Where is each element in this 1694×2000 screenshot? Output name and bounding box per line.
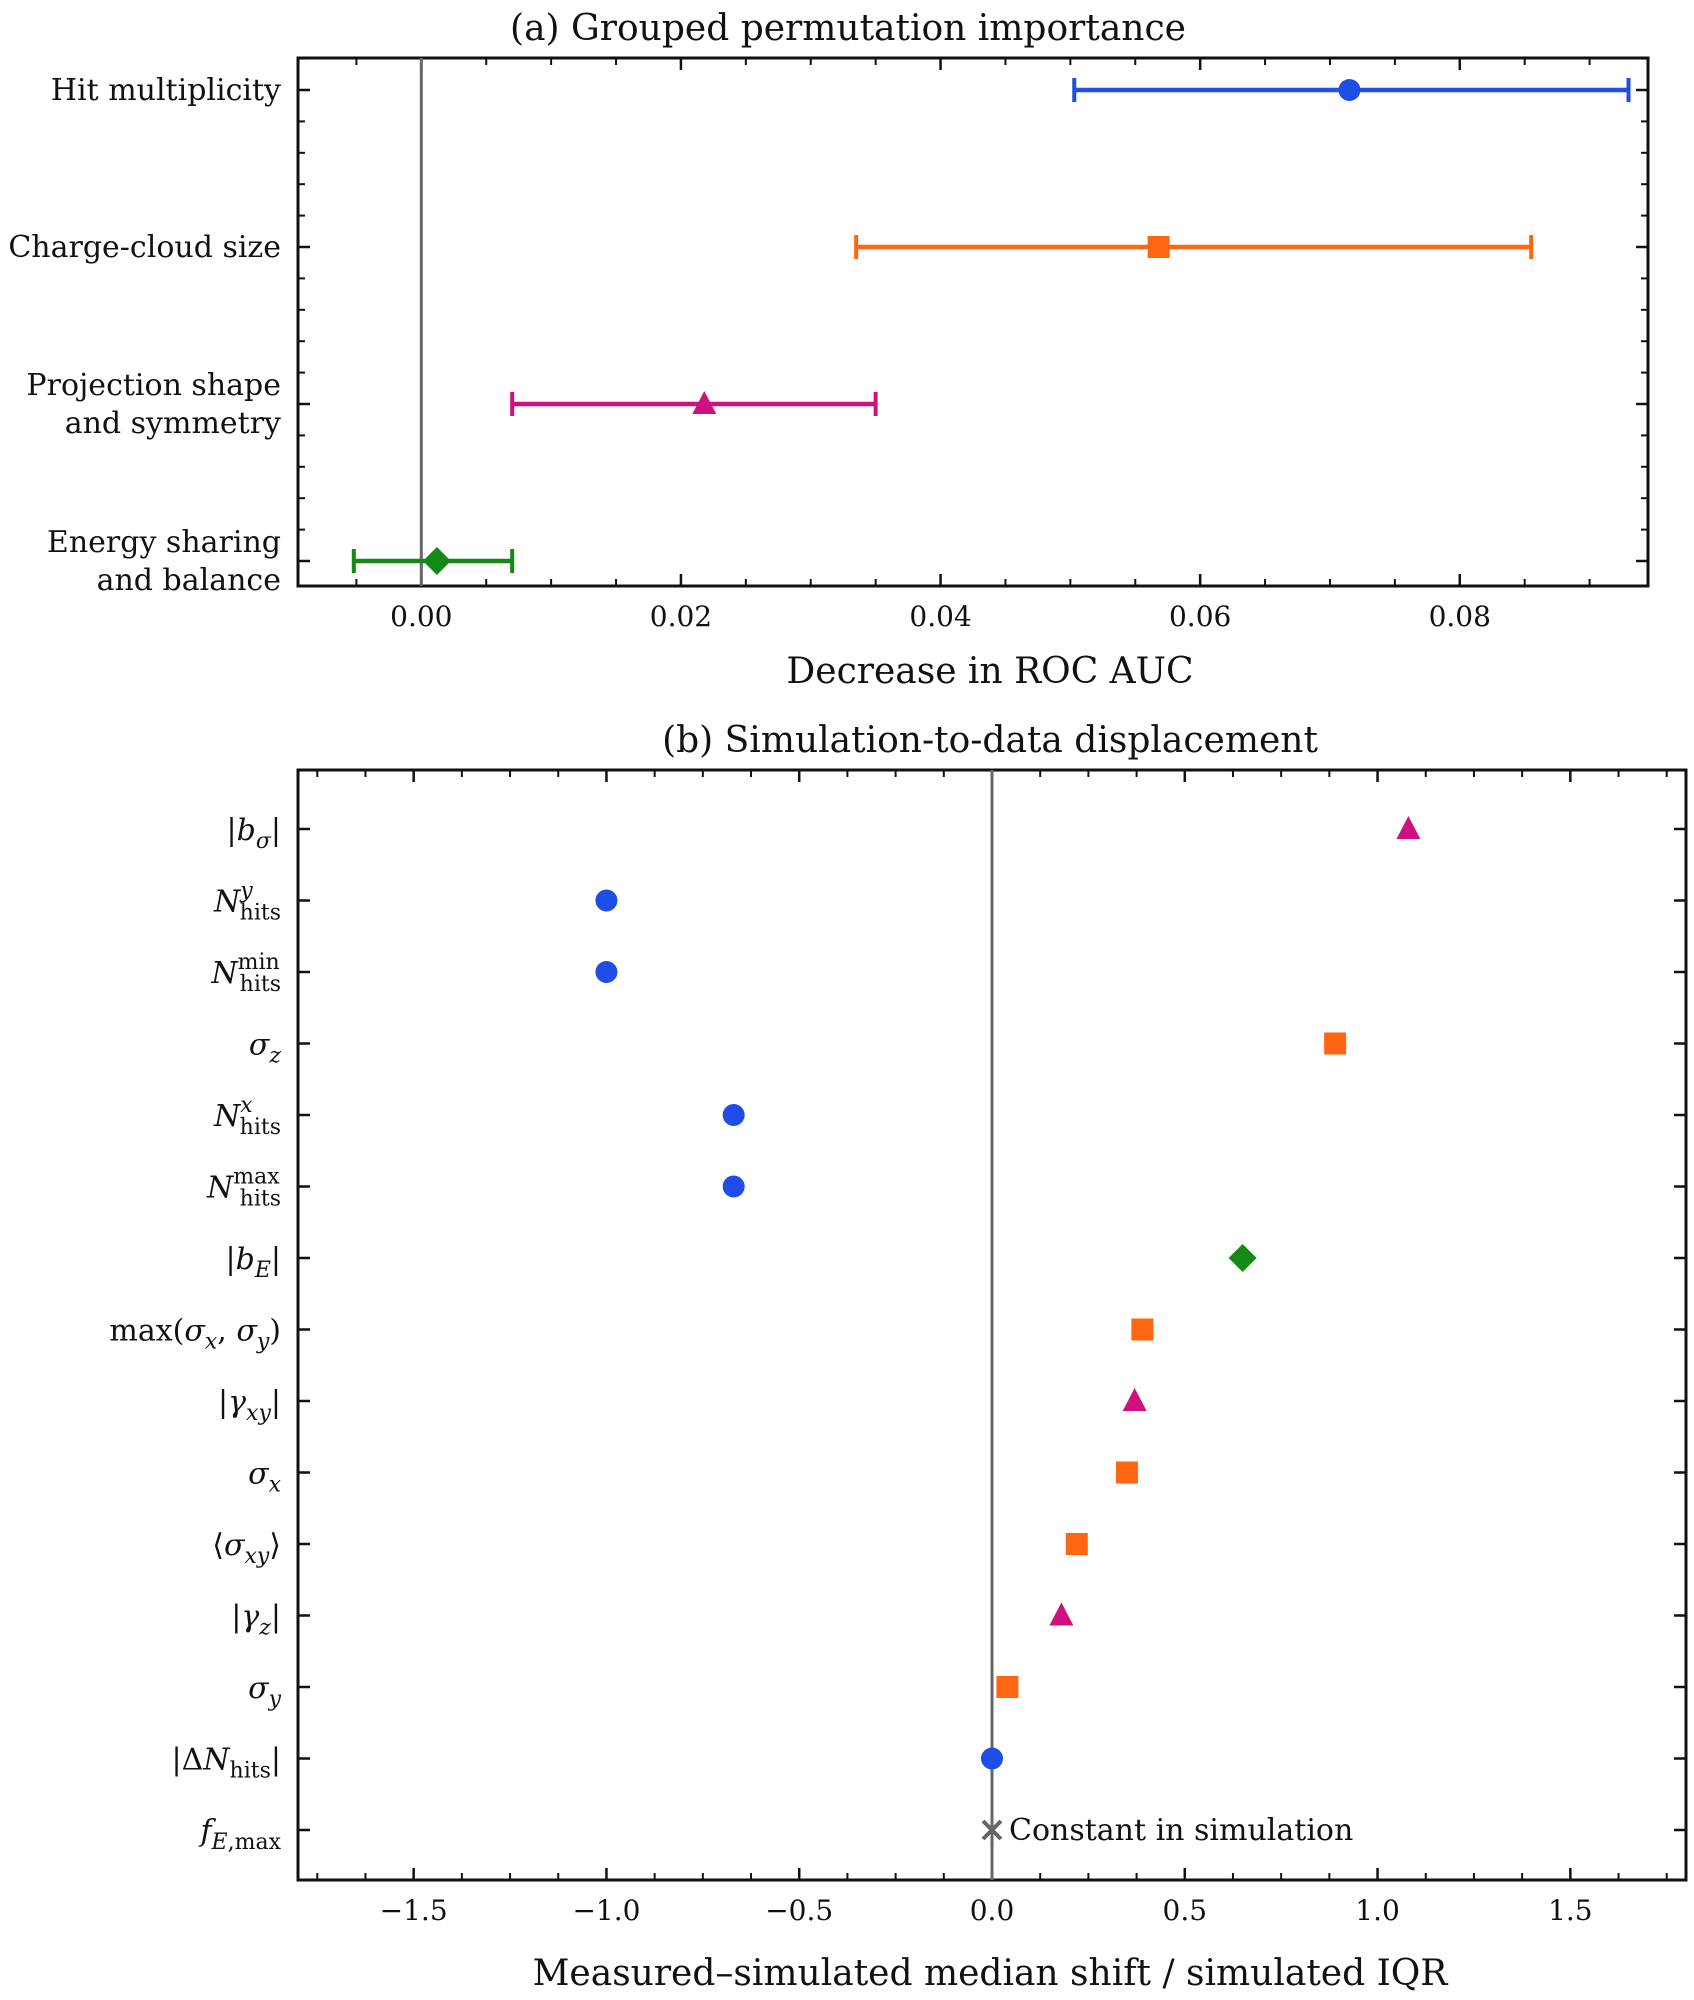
panel-b-feature-label: σx	[248, 1457, 281, 1498]
panel-b-point-charge_cloud_size	[1115, 1461, 1138, 1484]
panel-b-point-energy_sharing	[1228, 1244, 1257, 1272]
panel-b-feature-label: ⟨σxy⟩	[212, 1528, 281, 1569]
panel-b-point-hit_multiplicity	[722, 1104, 745, 1126]
panel-a-point-hit_multiplicity	[1338, 79, 1361, 101]
panel-a-category-label: and symmetry	[65, 406, 281, 441]
panel-b-ticks: −1.5 −1.0 −0.5 0.0 0.5 1.0 1.5	[298, 770, 1686, 1927]
panel-a-category-labels: Hit multiplicity Charge-cloud size Project…	[8, 73, 281, 598]
panel-b-feature-label: max(σx, σy)	[109, 1314, 281, 1355]
panel-b-title: (b) Simulation-to-data displacement	[662, 720, 1318, 761]
panel-b-feature-label: |γxy|	[218, 1385, 281, 1426]
panel-a-x-tick-label: 0.02	[650, 600, 712, 633]
panel-a-x-tick-label: 0.04	[909, 600, 971, 633]
panel-b-point-constant	[981, 1819, 1003, 1841]
panel-b-displacement-chart: (b) Simulation-to-data displacement −1.5…	[109, 720, 1688, 1994]
panel-b-annotation-constant: Constant in simulation	[1009, 1813, 1353, 1848]
panel-a-category-label: Projection shape	[26, 368, 281, 403]
panel-b-feature-label: |bE|	[226, 1242, 282, 1283]
panel-b-point-charge_cloud_size	[996, 1676, 1019, 1698]
panel-a-category-label: Energy sharing	[47, 525, 281, 560]
panel-a-category-label: Hit multiplicity	[51, 73, 281, 108]
panel-b-x-tick-label: 0.5	[1163, 1894, 1208, 1927]
panel-a-x-tick-label: 0.08	[1429, 600, 1491, 633]
panel-b-point-hit_multiplicity	[981, 1747, 1003, 1770]
panel-a-title: (a) Grouped permutation importance	[510, 8, 1186, 49]
panel-a-category-label: and balance	[97, 563, 281, 598]
panel-b-feature-label: |ΔNhits|	[172, 1743, 281, 1784]
panel-b-feature-labels: |bσ| Ny hits Nmin hits σz Nx hits Nmax hits |bE| ma…	[109, 813, 281, 1855]
panel-a-point-energy_sharing	[422, 547, 451, 575]
panel-b-x-tick-label: 1.5	[1548, 1894, 1593, 1927]
panel-b-point-projection_shape	[1122, 1388, 1147, 1411]
panel-b-point-hit_multiplicity	[595, 961, 618, 983]
panel-b-feature-label: σz	[249, 1028, 281, 1069]
panel-a-ticks: 0.00 0.02 0.04 0.06 0.08	[298, 57, 1648, 633]
panel-b-feature-label: |bσ|	[227, 813, 281, 854]
panel-a-point-charge_cloud_size	[1147, 236, 1170, 258]
panel-b-feature-label: fE,max	[198, 1814, 281, 1855]
panel-b-feature-label: Ny hits	[213, 879, 281, 926]
panel-b-point-charge_cloud_size	[1324, 1032, 1347, 1055]
panel-b-feature-label: |γz|	[231, 1600, 281, 1641]
panel-a-frame	[296, 56, 1650, 588]
panel-a-x-axis-label: Decrease in ROC AUC	[786, 651, 1193, 692]
panel-b-feature-label: σy	[248, 1671, 281, 1712]
panel-b-x-tick-label: −1.5	[380, 1894, 448, 1927]
panel-b-point-hit_multiplicity	[595, 889, 618, 912]
panel-b-feature-label: Nmax hits	[206, 1165, 281, 1212]
panel-b-x-tick-label: 1.0	[1355, 1894, 1400, 1927]
panel-b-point-charge_cloud_size	[1065, 1533, 1088, 1555]
panel-b-point-projection_shape	[1049, 1602, 1074, 1626]
panel-b-feature-label: Nmin hits	[210, 950, 281, 997]
panel-b-feature-label: Nx hits	[213, 1093, 281, 1140]
panel-b-x-tick-label: 0.0	[970, 1894, 1015, 1927]
panel-a-point-projection_shape	[692, 391, 717, 414]
panel-a-x-tick-label: 0.00	[390, 600, 452, 633]
panel-b-x-tick-label: −1.0	[572, 1894, 640, 1927]
panel-b-x-axis-label: Measured–simulated median shift / simula…	[533, 1953, 1449, 1994]
panel-a-category-label: Charge-cloud size	[8, 230, 281, 265]
panel-a-marks	[351, 58, 1631, 586]
panel-a-importance-chart: (a) Grouped permutation importance 0.00 0…	[8, 8, 1650, 692]
panel-b-marks: Constant in simulation	[595, 770, 1421, 1880]
panel-b-point-charge_cloud_size	[1131, 1318, 1154, 1341]
panel-b-point-hit_multiplicity	[722, 1175, 745, 1198]
panel-b-x-tick-label: −0.5	[765, 1894, 833, 1927]
panel-a-x-tick-label: 0.06	[1169, 600, 1231, 633]
panel-b-point-projection_shape	[1396, 816, 1421, 839]
